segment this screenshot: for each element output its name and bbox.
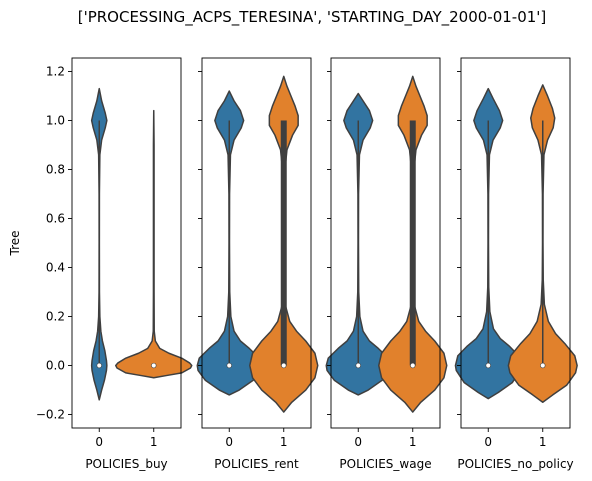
figure-title: ['PROCESSING_ACPS_TERESINA', 'STARTING_D… (78, 8, 547, 27)
x-tick-label: 0 (225, 435, 233, 449)
x-tick-label: 1 (150, 435, 158, 449)
median-marker-POLICIES_buy-0 (96, 362, 102, 369)
x-tick-label: 1 (539, 435, 547, 449)
median-marker-POLICIES_wage-0 (355, 362, 361, 369)
median-marker-POLICIES_rent-0 (226, 362, 232, 369)
x-axis-label-POLICIES_rent: POLICIES_rent (214, 457, 299, 471)
panel-frame-POLICIES_rent (201, 57, 312, 429)
median-marker-POLICIES_no_policy-0 (485, 362, 491, 369)
median-marker-POLICIES_rent-1 (281, 362, 287, 369)
iqr-box-POLICIES_rent-1 (280, 120, 287, 366)
y-tick-label: 1.0 (46, 114, 65, 128)
y-tick-label: 0.8 (46, 163, 65, 177)
x-tick-label: 0 (354, 435, 362, 449)
panel-frame-POLICIES_no_policy (460, 57, 571, 429)
panel-frame-POLICIES_wage (330, 57, 441, 429)
x-tick-label: 1 (280, 435, 288, 449)
x-tick-label: 1 (409, 435, 417, 449)
x-tick-label: 0 (95, 435, 103, 449)
panel-POLICIES_rent: 0 1 POLICIES_rent (196, 57, 319, 471)
iqr-box-POLICIES_wage-1 (409, 120, 416, 366)
panel-POLICIES_buy: −0.2 0.0 0.2 0.4 0.6 0.8 1.0 1.2 0 1 POLICIES_buy (36, 57, 193, 471)
y-axis-label: Tree (8, 230, 22, 256)
panel-POLICIES_wage: 0 1 POLICIES_wage (325, 57, 448, 471)
median-marker-POLICIES_no_policy-1 (540, 362, 546, 369)
panel-POLICIES_no_policy: 0 1 POLICIES_no_policy (454, 57, 578, 471)
x-axis-label-POLICIES_no_policy: POLICIES_no_policy (457, 457, 573, 471)
violin-POLICIES_buy-1 (115, 109, 193, 379)
violin-panels: −0.2 0.0 0.2 0.4 0.6 0.8 1.0 1.2 0 1 POLICIES_buy 0… (36, 57, 578, 471)
y-tick-label: 0.0 (46, 359, 65, 373)
y-tick-label: 0.6 (46, 212, 65, 226)
x-axis-label-POLICIES_wage: POLICIES_wage (339, 457, 431, 471)
y-tick-label: 0.4 (46, 261, 65, 275)
y-tick-label: 1.2 (46, 65, 65, 79)
y-tick-label: −0.2 (36, 408, 65, 422)
median-marker-POLICIES_wage-1 (410, 362, 416, 369)
x-tick-label: 0 (484, 435, 492, 449)
x-axis-label-POLICIES_buy: POLICIES_buy (85, 457, 167, 471)
panel-frame-POLICIES_buy (71, 57, 182, 429)
y-tick-label: 0.2 (46, 310, 65, 324)
median-marker-POLICIES_buy-1 (151, 362, 157, 369)
